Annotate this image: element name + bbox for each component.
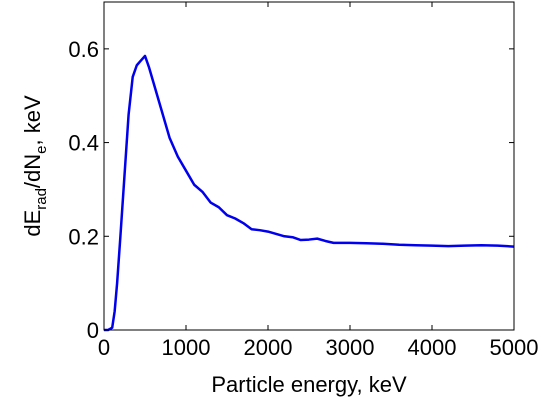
y-tick-label: 0 (87, 318, 99, 343)
x-tick-label: 3000 (326, 335, 375, 360)
x-axis-label: Particle energy, keV (211, 372, 407, 397)
y-tick-label: 0.4 (68, 131, 99, 156)
y-axis-label: dErad/dNe, keV (20, 95, 50, 237)
x-tick-label: 5000 (490, 335, 539, 360)
x-tick-label: 1000 (162, 335, 211, 360)
y-tick-label: 0.6 (68, 37, 99, 62)
x-tick-label: 2000 (244, 335, 293, 360)
y-tick-label: 0.2 (68, 224, 99, 249)
plot-area (104, 2, 514, 330)
x-tick-label: 0 (98, 335, 110, 360)
tick-label-group: 0 1000 2000 3000 4000 5000 0 0.2 0.4 0.6 (68, 37, 538, 360)
plot-frame (103, 1, 515, 331)
x-tick-label: 4000 (408, 335, 457, 360)
data-line (104, 54, 515, 332)
